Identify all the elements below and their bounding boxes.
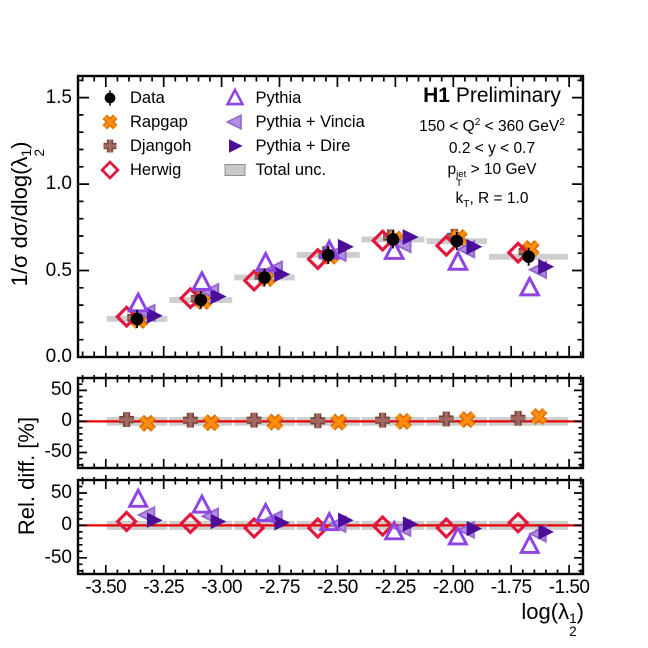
y-tick-label-ratio-1: -50 [44,441,72,463]
x-tick-label: -3.00 [201,577,243,598]
legend-item-pythia: Pythia [221,86,364,110]
y-tick-label-ratio-2: 50 [50,481,72,503]
experiment-name: H1 [423,84,450,107]
condition-line: 150 < Q2 < 360 GeV2 [419,116,565,135]
legend-item-vincia: Pythia + Vincia [221,110,365,134]
x-tick-label: -2.25 [374,577,416,598]
y-tick-label-ratio-1: 50 [50,379,72,401]
x-tick-label: -2.50 [317,577,358,598]
ratio-panel-mc [78,407,583,432]
legend-item-unc: Total unc. [221,158,364,182]
legend-item-djangoh: Djangoh [96,134,191,158]
x-tick-label: -3.50 [85,577,127,598]
x-tick-label: -1.50 [548,577,590,598]
legend-item-dire: Pythia + Dire [221,134,364,158]
rapgap-marker-icon [96,111,126,133]
legend-label: Pythia [255,88,302,107]
herwig-marker-icon [96,159,126,181]
legend-item-herwig: Herwig [96,158,191,182]
y-tick-label-ratio-1: 0 [61,410,72,432]
data-marker-icon [96,87,126,109]
legend-label: Pythia + Vincia [255,112,365,131]
experiment-label: H1 Preliminary [400,84,584,108]
y-tick-label-main: 1.0 [45,173,72,195]
dire-marker-icon [221,135,251,157]
main-panel [106,228,569,330]
legend-label: Pythia + Dire [255,136,351,155]
y-tick-label-main: 0.0 [45,346,72,367]
y-tick-label-ratio-2: 0 [61,514,72,536]
legend-label: Herwig [130,160,182,179]
x-tick-label: -3.25 [143,577,185,598]
x-tick-label: -2.00 [432,577,474,598]
y-tick-label-ratio-2: -50 [44,546,72,568]
x-axis-title: log(λ 1 2) [521,599,584,640]
x-tick-label: -2.75 [259,577,300,598]
info-box: H1 Preliminary 150 < Q2 < 360 GeV2 0.2 < … [400,84,584,210]
legend-item-rapgap: Rapgap [96,110,191,134]
legend-label: Rapgap [130,112,188,131]
legend-label: Djangoh [130,136,192,155]
y-tick-label-main: 0.5 [45,259,72,281]
condition-line: 0.2 < y < 0.7 [448,139,536,157]
preliminary-label: Preliminary [455,84,561,107]
ratio-panel-ps [78,487,583,554]
y-tick-label-main: 1.5 [45,86,72,108]
legend-label: Data [130,88,165,107]
legend-column-1: Data Rapgap Djangoh Herwig [96,86,191,182]
kinematic-conditions: 150 < Q2 < 360 GeV2 0.2 < y < 0.7 p jet T > … [400,116,584,211]
unc-marker-icon [221,159,251,181]
legend-column-2: Pythia Pythia + Vincia Pythia + Dire Total … [221,86,365,182]
legend-label: Total unc. [255,160,327,179]
legend: Data Rapgap Djangoh Herwig Pythia Pythia + V… [96,86,365,182]
condition-line: p jet T > 10 GeV [447,161,537,190]
x-tick-label: -1.75 [490,577,532,598]
pythia-marker-icon [221,87,251,109]
condition-line: kT, R = 1.0 [455,190,529,211]
djangoh-marker-icon [96,135,126,157]
legend-item-data: Data [96,86,191,110]
vincia-marker-icon [221,111,251,133]
